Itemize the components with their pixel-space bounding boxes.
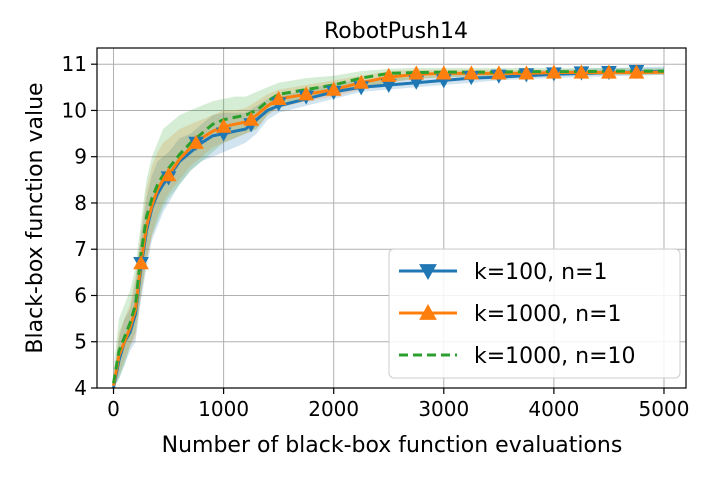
marker-series-1-6	[298, 86, 315, 101]
plot-frame	[96, 47, 687, 389]
x-tick-label-1: 1000	[198, 397, 249, 421]
marker-series-1-0	[133, 255, 149, 270]
x-tick-label-0: 0	[107, 397, 120, 421]
y-tick-label-4: 8	[74, 191, 87, 215]
series-markers	[133, 64, 645, 272]
marker-series-1-16	[573, 64, 590, 79]
marker-series-1-17	[601, 64, 617, 79]
marker-series-1-18	[628, 64, 645, 79]
y-tick-label-3: 7	[74, 237, 87, 261]
x-axis-ticks: 0 1000 2000 3000 4000 5000	[107, 388, 689, 421]
marker-series-1-5	[270, 90, 287, 105]
marker-series-1-7	[325, 81, 342, 96]
x-axis-label: Number of black-box function evaluations	[162, 433, 623, 458]
legend-marker-1	[419, 303, 437, 320]
line-series-2	[112, 69, 664, 384]
legend-box	[388, 248, 681, 379]
y-axis-label: Black-box function value	[23, 82, 48, 353]
x-tick-label-3: 3000	[418, 397, 469, 421]
marker-series-1-9	[380, 67, 397, 82]
y-tick-label-6: 10	[62, 98, 87, 122]
y-tick-label-7: 11	[62, 52, 87, 76]
marker-series-1-8	[353, 74, 370, 89]
marker-series-1-1	[160, 167, 177, 182]
marker-series-1-14	[518, 65, 535, 80]
legend-label-1: k=1000, n=1	[474, 302, 622, 327]
marker-series-1-11	[435, 65, 452, 80]
x-tick-label-4: 4000	[528, 397, 579, 421]
y-tick-label-5: 9	[74, 145, 87, 169]
marker-series-1-2	[188, 134, 204, 149]
y-tick-label-0: 4	[74, 376, 87, 400]
y-tick-label-1: 5	[74, 330, 87, 354]
marker-series-1-15	[546, 64, 562, 79]
x-tick-label-2: 2000	[308, 397, 359, 421]
marker-series-1-12	[463, 65, 480, 80]
marker-series-1-3	[215, 118, 232, 133]
x-tick-label-5: 5000	[639, 397, 690, 421]
marker-series-1-4	[243, 111, 259, 126]
legend: k=100, n=1 k=1000, n=1 k=1000, n=10	[388, 248, 681, 379]
legend-label-2: k=1000, n=10	[474, 344, 636, 369]
y-tick-label-2: 6	[74, 283, 87, 307]
chart-title: RobotPush14	[324, 19, 468, 44]
marker-series-1-10	[408, 65, 425, 80]
marker-series-1-13	[490, 65, 507, 80]
y-axis-ticks: 4 5 6 7 8 9 10 11	[62, 52, 97, 400]
legend-marker-0	[419, 264, 437, 281]
legend-label-0: k=100, n=1	[474, 260, 608, 285]
